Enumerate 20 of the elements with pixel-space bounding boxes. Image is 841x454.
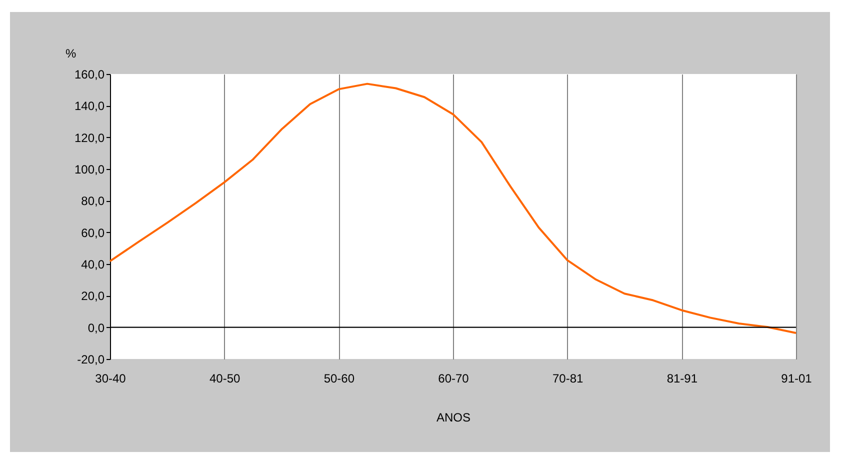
y-tick-label: 160,0 bbox=[74, 68, 105, 82]
x-tick-label: 30-40 bbox=[95, 372, 126, 386]
y-tick-label: 120,0 bbox=[74, 130, 105, 145]
x-tick-label: 81-91 bbox=[666, 372, 698, 386]
x-axis-title: ANOS bbox=[436, 410, 471, 424]
y-tick-label: -20,0 bbox=[77, 352, 105, 366]
y-axis-title: % bbox=[66, 46, 76, 60]
x-tick-label: 60-70 bbox=[438, 372, 470, 386]
y-tick-label: 0,0 bbox=[88, 320, 105, 335]
y-tick-label: 40,0 bbox=[81, 258, 105, 272]
x-tick-label: 91-01 bbox=[781, 372, 812, 386]
line-series bbox=[109, 82, 797, 334]
x-tick-label: 40-50 bbox=[209, 372, 240, 386]
y-tick-label: 100,0 bbox=[74, 162, 105, 176]
y-tick-label: 20,0 bbox=[81, 289, 105, 304]
y-tick-label: 80,0 bbox=[81, 194, 105, 208]
y-tick-label: 140,0 bbox=[74, 99, 105, 114]
x-tick-label: 50-60 bbox=[324, 372, 355, 386]
x-tick-label: 70-81 bbox=[552, 372, 584, 386]
y-tick-label: 60,0 bbox=[81, 226, 105, 240]
